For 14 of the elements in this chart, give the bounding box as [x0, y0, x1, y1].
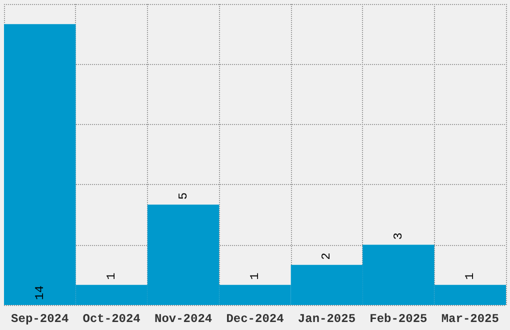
data-label: 2	[320, 252, 334, 260]
x-tick-label: Feb-2025	[370, 312, 428, 326]
x-tick-label: Nov-2024	[154, 312, 212, 326]
data-label: 14	[32, 286, 47, 300]
data-label: 1	[104, 272, 119, 280]
x-tick-label: Mar-2025	[441, 312, 499, 326]
data-label: 1	[463, 272, 478, 280]
data-label: 5	[176, 192, 190, 200]
data-label: 3	[391, 232, 406, 240]
x-tick-label: Dec-2024	[226, 312, 284, 326]
x-tick-label: Jan-2025	[298, 312, 356, 326]
data-label: 1	[248, 272, 262, 280]
x-tick-label: Oct-2024	[82, 312, 140, 326]
x-tick-label: Sep-2024	[11, 312, 69, 326]
